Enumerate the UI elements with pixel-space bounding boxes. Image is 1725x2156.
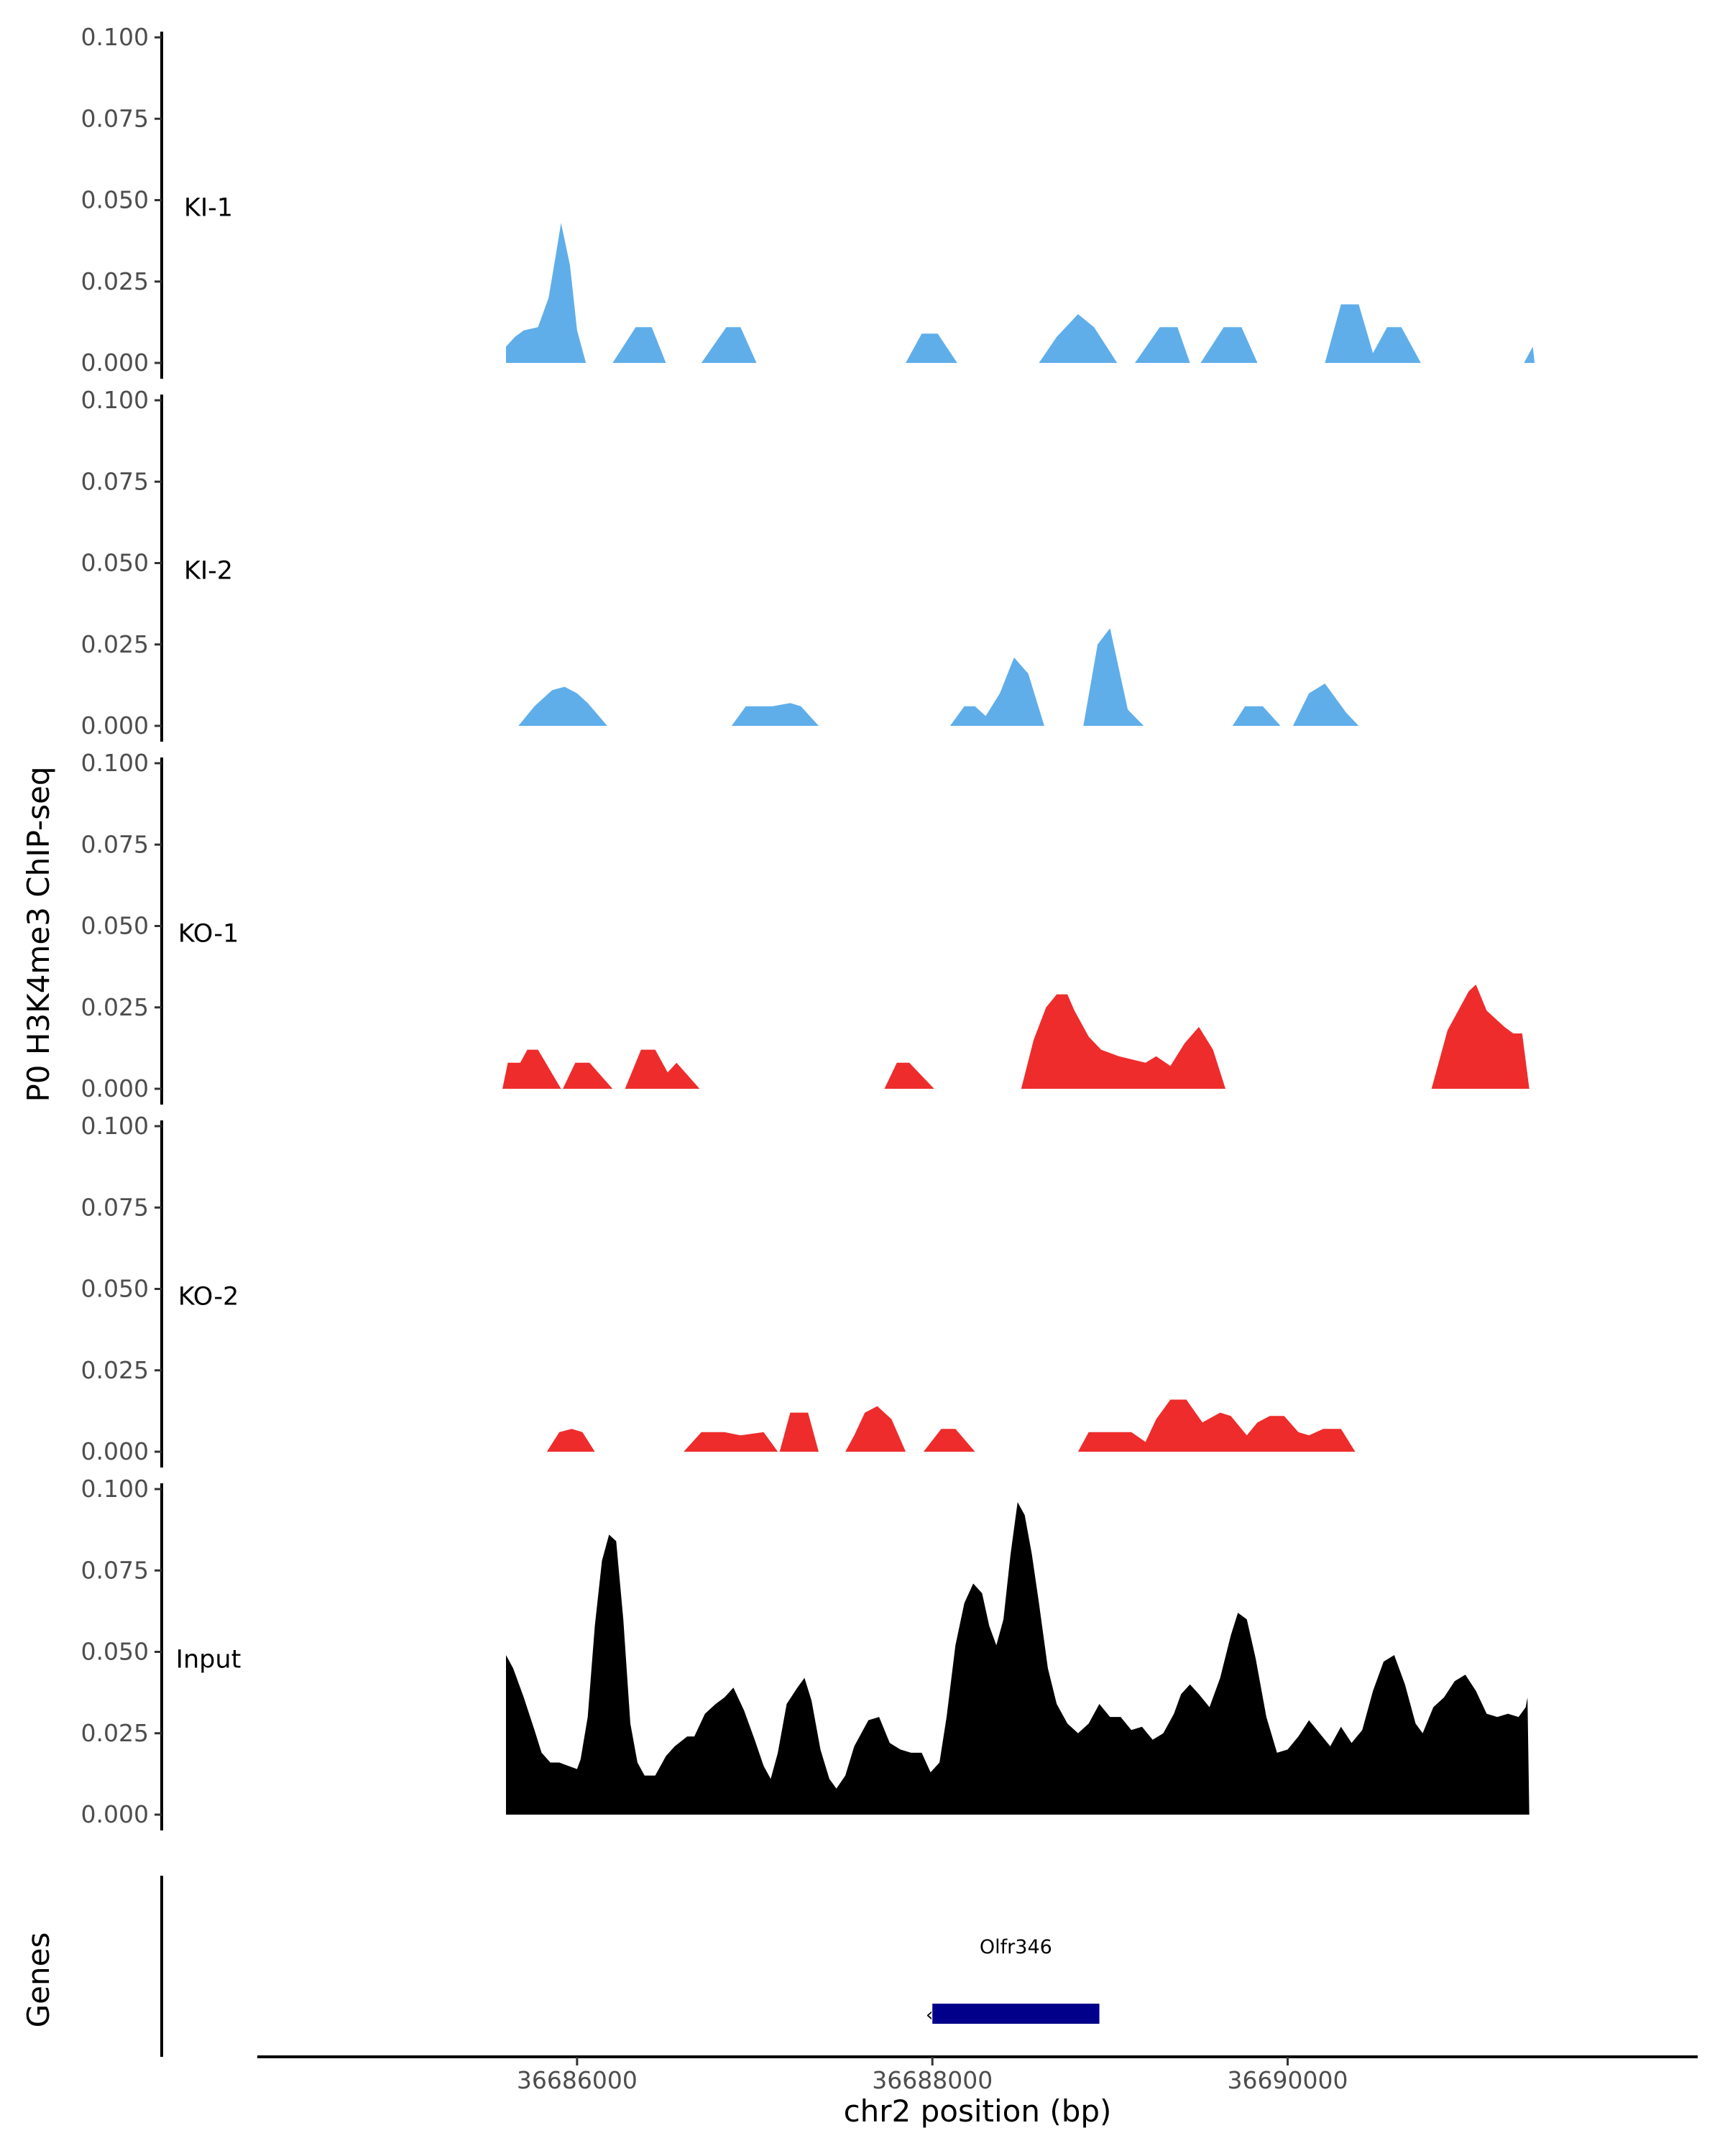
track-panels: 0.0000.0250.0500.0750.100KI-10.0000.0250… <box>81 23 1535 1830</box>
strand-arrow-icon: ‹ <box>926 2004 933 2026</box>
y-tick-label: 0.100 <box>81 23 149 51</box>
y-tick-label: 0.025 <box>81 630 149 658</box>
y-tick-label: 0.100 <box>81 749 149 777</box>
y-tick-label: 0.075 <box>81 1556 149 1584</box>
y-tick-label: 0.025 <box>81 267 149 295</box>
y-tick-label: 0.100 <box>81 1475 149 1503</box>
x-axis: 36686000 36688000 36690000 <box>257 2055 1698 2094</box>
track-ki-1: 0.000 0.025 0.050 0.075 0.100 KI-1 <box>81 23 1535 379</box>
y-tick-label: 0.050 <box>81 912 149 940</box>
x-tick-label: 36688000 <box>872 2066 993 2094</box>
y-tick-label: 0.075 <box>81 104 149 132</box>
gene-body <box>932 2004 1100 2024</box>
track-label: KO-1 <box>178 920 239 949</box>
y-tick-label: 0.100 <box>81 386 149 414</box>
y-tick-label: 0.025 <box>81 1719 149 1747</box>
gene-track: ‹ Olfr346 <box>160 1876 1100 2057</box>
y-tick-label: 0.075 <box>81 467 149 495</box>
signal-area-input <box>506 1502 1530 1815</box>
signal-area-ko-2 <box>546 1399 1356 1452</box>
y-axis-title: P0 H3K4me3 ChIP-seq <box>21 766 56 1102</box>
y-tick-label: 0.050 <box>81 549 149 577</box>
gene-name-label: Olfr346 <box>980 1936 1052 1958</box>
y-tick-label: 0.025 <box>81 993 149 1021</box>
track-input: 0.000 0.025 0.050 0.075 0.100 Input <box>81 1475 1530 1830</box>
y-tick-label: 0.050 <box>81 1638 149 1666</box>
track-ko-2: 0.000 0.025 0.050 0.075 0.100 KO-2 <box>81 1112 1356 1468</box>
y-tick-label: 0.050 <box>81 186 149 214</box>
x-axis-title: chr2 position (bp) <box>844 2093 1112 2129</box>
y-tick-label: 0.000 <box>81 349 149 377</box>
y-tick-label: 0.000 <box>81 711 149 740</box>
track-label: KI-2 <box>184 557 233 586</box>
x-tick-label: 36686000 <box>517 2066 638 2094</box>
genes-axis-title: Genes <box>21 1932 56 2028</box>
y-tick-label: 0.075 <box>81 1193 149 1221</box>
track-ko-1: 0.000 0.025 0.050 0.075 0.100 KO-1 <box>81 749 1530 1105</box>
y-tick-label: 0.075 <box>81 830 149 858</box>
y-tick-label: 0.000 <box>81 1800 149 1828</box>
track-label: Input <box>176 1646 242 1674</box>
y-tick-label: 0.000 <box>81 1074 149 1102</box>
track-label: KI-1 <box>184 194 233 223</box>
track-ki-2: 0.000 0.025 0.050 0.075 0.100 KI-2 <box>81 386 1359 742</box>
track-label: KO-2 <box>178 1283 239 1312</box>
x-tick-label: 36690000 <box>1228 2066 1348 2094</box>
y-tick-label: 0.100 <box>81 1112 149 1140</box>
y-tick-label: 0.025 <box>81 1356 149 1384</box>
y-tick-label: 0.000 <box>81 1437 149 1465</box>
y-tick-label: 0.050 <box>81 1275 149 1303</box>
